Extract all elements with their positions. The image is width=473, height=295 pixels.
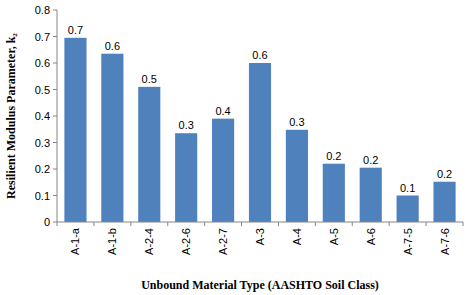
data-label: 0.2 [437, 168, 452, 180]
x-tick [130, 222, 131, 226]
bar [101, 54, 123, 222]
chart-container: 0 0.1 0.2 0.3 0.4 0.5 0.6 0.7 0.8 A-1-a A-1-b A-2-4… [0, 0, 473, 295]
bar [286, 130, 308, 222]
x-tick-label: A-7-5 [402, 228, 414, 255]
x-tick [315, 222, 316, 226]
x-tick [278, 222, 279, 226]
bar [433, 182, 455, 222]
y-tick-label: 0.2 [35, 163, 50, 175]
data-label: 0.4 [215, 105, 230, 117]
y-tick-label: 0.6 [35, 57, 50, 69]
x-tick-label: A-7-6 [439, 228, 451, 255]
y-tick-label: 0 [44, 216, 50, 228]
bar [360, 168, 382, 222]
y-axis-title: Resilient Modulus Parameter, k₂ [4, 33, 18, 199]
x-tick-label: A-6 [365, 228, 377, 245]
bar [397, 196, 419, 223]
bar [64, 38, 86, 222]
x-tick [241, 222, 242, 226]
y-tick [53, 89, 57, 90]
x-tick [463, 222, 464, 226]
data-label: 0.7 [68, 24, 83, 36]
bar [212, 119, 234, 222]
chart-svg: 0 0.1 0.2 0.3 0.4 0.5 0.6 0.7 0.8 A-1-a A-1-b A-2-4… [0, 0, 473, 295]
x-tick-label: A-3 [254, 228, 266, 245]
y-tick-label: 0.7 [35, 31, 50, 43]
x-tick [352, 222, 353, 226]
x-axis-title: Unbound Material Type (AASHTO Soil Class… [141, 278, 379, 292]
y-tick [53, 222, 57, 223]
bar [249, 63, 271, 222]
y-tick [53, 195, 57, 196]
bars [64, 38, 455, 222]
x-tick [204, 222, 205, 226]
data-label: 0.3 [179, 119, 194, 131]
x-tick [93, 222, 94, 226]
y-tick [53, 10, 57, 11]
y-axis [57, 10, 58, 222]
x-tick [389, 222, 390, 226]
x-tick-label: A-2-7 [217, 228, 229, 255]
bar [138, 87, 160, 222]
data-label: 0.1 [400, 182, 415, 194]
x-tick [167, 222, 168, 226]
data-label: 0.2 [326, 150, 341, 162]
x-tick [426, 222, 427, 226]
bar [175, 133, 197, 222]
x-tick [57, 222, 58, 226]
data-label: 0.6 [252, 49, 267, 61]
x-tick-label: A-4 [291, 228, 303, 245]
x-tick-label: A-2-6 [180, 228, 192, 255]
x-axis [57, 222, 463, 223]
y-tick [53, 169, 57, 170]
y-tick-label: 0.1 [35, 190, 50, 202]
y-tick [53, 36, 57, 37]
y-tick [53, 142, 57, 143]
x-tick-label: A-2-4 [143, 228, 155, 255]
y-tick-label: 0.4 [35, 110, 50, 122]
data-label: 0.5 [142, 73, 157, 85]
data-label: 0.3 [289, 116, 304, 128]
y-tick [53, 116, 57, 117]
data-label: 0.6 [105, 40, 120, 52]
y-tick-label: 0.8 [35, 4, 50, 16]
data-label: 0.2 [363, 154, 378, 166]
x-tick-label: A-1-a [69, 227, 81, 255]
y-tick [53, 63, 57, 64]
y-tick-label: 0.3 [35, 137, 50, 149]
y-tick-label: 0.5 [35, 84, 50, 96]
x-tick-label: A-1-b [106, 228, 118, 255]
x-tick-label: A-5 [328, 228, 340, 245]
bar [323, 164, 345, 222]
